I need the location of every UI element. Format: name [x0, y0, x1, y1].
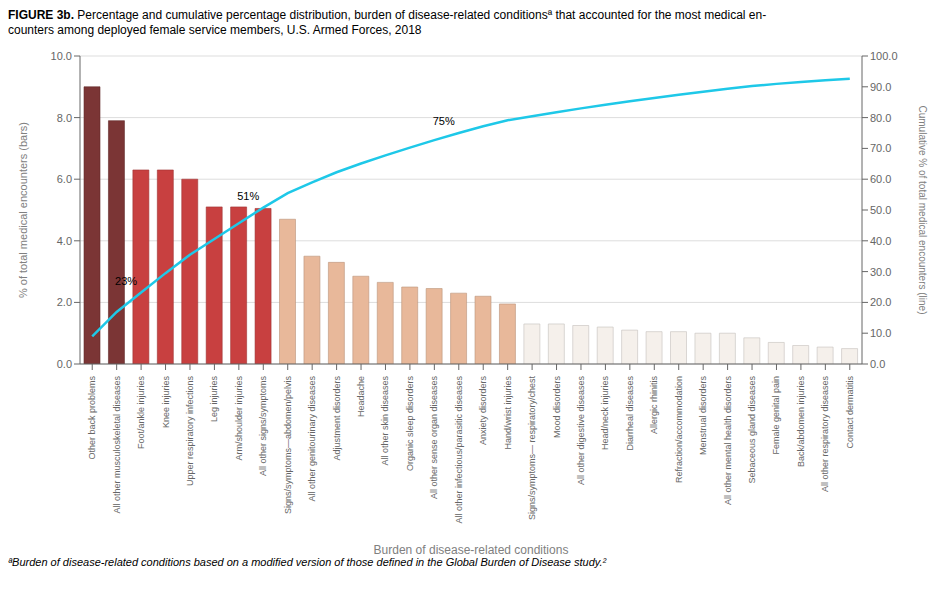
svg-text:50.0: 50.0 — [870, 204, 891, 216]
svg-text:Mood disorders: Mood disorders — [552, 376, 562, 439]
svg-text:All other skin diseases: All other skin diseases — [380, 376, 390, 466]
svg-text:51%: 51% — [237, 190, 259, 202]
svg-text:80.0: 80.0 — [870, 112, 891, 124]
svg-text:100.0: 100.0 — [870, 50, 898, 62]
svg-text:All other mental health disord: All other mental health disorders — [723, 376, 733, 506]
svg-text:Adjustment disorders: Adjustment disorders — [332, 376, 342, 461]
svg-text:Diarrheal diseases: Diarrheal diseases — [625, 376, 635, 451]
svg-text:Upper respiratory infections: Upper respiratory infections — [185, 376, 195, 487]
svg-text:Organic sleep disorders: Organic sleep disorders — [405, 376, 415, 472]
svg-text:60.0: 60.0 — [870, 173, 891, 185]
svg-text:All other signs/symptoms: All other signs/symptoms — [258, 376, 268, 477]
svg-text:90.0: 90.0 — [870, 81, 891, 93]
svg-text:6.0: 6.0 — [57, 173, 72, 185]
svg-text:Anxiety disorders: Anxiety disorders — [478, 376, 488, 446]
svg-text:Other back problems: Other back problems — [87, 376, 97, 460]
svg-text:40.0: 40.0 — [870, 235, 891, 247]
svg-text:75%: 75% — [433, 115, 455, 127]
svg-text:Refraction/accommodation: Refraction/accommodation — [674, 376, 684, 483]
svg-text:4.0: 4.0 — [57, 235, 72, 247]
svg-text:10.0: 10.0 — [51, 50, 72, 62]
html-text:FIGURE 3b. Percentage and cumu: FIGURE 3b. Percentage and cumulative per… — [8, 8, 767, 22]
html-text:counters among deployed female: counters among deployed female service m… — [8, 23, 422, 37]
svg-text:10.0: 10.0 — [870, 327, 891, 339]
svg-text:70.0: 70.0 — [870, 142, 891, 154]
svg-text:Burden of disease-related cond: Burden of disease-related conditions — [374, 543, 569, 554]
svg-text:All other respiratory diseases: All other respiratory diseases — [820, 376, 830, 493]
svg-text:0.0: 0.0 — [870, 358, 885, 370]
svg-text:Female genital pain: Female genital pain — [771, 376, 781, 455]
svg-text:23%: 23% — [115, 275, 137, 287]
svg-text:Arm/shoulder injuries: Arm/shoulder injuries — [234, 376, 244, 461]
svg-text:Head/neck injuries: Head/neck injuries — [600, 376, 610, 451]
svg-text:20.0: 20.0 — [870, 296, 891, 308]
svg-text:30.0: 30.0 — [870, 266, 891, 278]
svg-text:Foot/ankle injuries: Foot/ankle injuries — [136, 376, 146, 450]
svg-text:Menstrual disorders: Menstrual disorders — [698, 376, 708, 456]
svg-text:All other musculoskeletal dise: All other musculoskeletal diseases — [112, 376, 122, 514]
svg-text:Signs/symptoms—abdomen/pelvis: Signs/symptoms—abdomen/pelvis — [283, 376, 293, 515]
svg-text:% of total medical encounters: % of total medical encounters (bars) — [17, 122, 29, 298]
svg-text:Contact dermatitis: Contact dermatitis — [845, 376, 855, 449]
svg-text:Knee injuries: Knee injuries — [161, 376, 171, 429]
svg-text:Headache: Headache — [356, 376, 366, 417]
svg-text:All other infectious/parasitic: All other infectious/parasitic diseases — [454, 376, 464, 524]
svg-text:Back/abdomen injuries: Back/abdomen injuries — [796, 376, 806, 468]
svg-text:All other digestive diseases: All other digestive diseases — [576, 376, 586, 486]
svg-text:Signs/symptoms— respiratory/ch: Signs/symptoms— respiratory/chest — [527, 376, 537, 521]
svg-text:Leg injuries: Leg injuries — [209, 376, 219, 423]
svg-text:All other sense organ diseases: All other sense organ diseases — [429, 376, 439, 500]
svg-text:8.0: 8.0 — [57, 112, 72, 124]
svg-text:0.0: 0.0 — [57, 358, 72, 370]
svg-text:Cumulative % of total medical: Cumulative % of total medical encounters… — [917, 106, 928, 315]
svg-text:Sebaceous gland diseases: Sebaceous gland diseases — [747, 376, 757, 484]
svg-text:All other genitourinary diseas: All other genitourinary diseases — [307, 376, 317, 502]
svg-text:Hand/wrist injuries: Hand/wrist injuries — [503, 376, 513, 450]
html-text:ªBurden of disease-related con: ªBurden of disease-related conditions ba… — [8, 556, 607, 568]
svg-text:2.0: 2.0 — [57, 296, 72, 308]
svg-text:Allergic rhinitis: Allergic rhinitis — [649, 376, 659, 435]
